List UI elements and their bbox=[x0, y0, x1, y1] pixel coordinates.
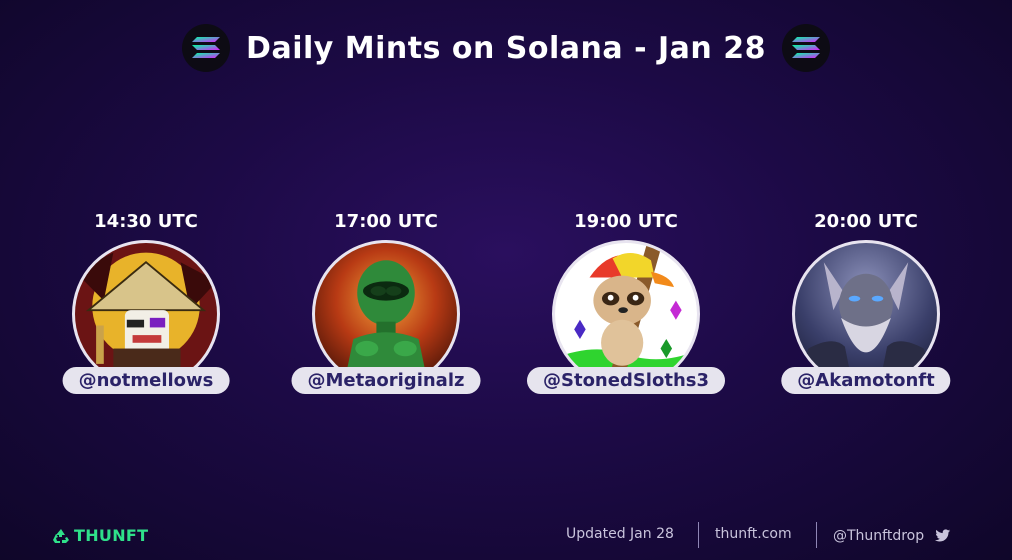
mint-card: 19:00 UTC @StonedSl bbox=[506, 210, 746, 394]
page-title: Daily Mints on Solana - Jan 28 bbox=[246, 30, 766, 66]
mint-time: 14:30 UTC bbox=[94, 211, 198, 232]
creator-handle-link[interactable]: @Akamotonft bbox=[781, 367, 951, 394]
footer-divider bbox=[698, 522, 699, 548]
mint-time: 20:00 UTC bbox=[814, 211, 918, 232]
solana-logo-icon bbox=[182, 24, 231, 72]
site-link[interactable]: thunft.com bbox=[715, 526, 792, 542]
twitter-icon bbox=[934, 529, 950, 542]
samurai-avatar-icon[interactable] bbox=[72, 240, 220, 388]
creator-handle-link[interactable]: @StonedSloths3 bbox=[527, 367, 725, 394]
warrior-avatar-icon[interactable] bbox=[792, 240, 940, 388]
green-alien-avatar-icon[interactable] bbox=[312, 240, 460, 388]
sloth-avatar-icon[interactable] bbox=[552, 240, 700, 388]
brand-logo[interactable]: THUNFT bbox=[52, 526, 148, 545]
mint-schedule: 14:30 UTC @notmellows 17:00 UTC bbox=[0, 210, 1012, 400]
brand-name: THUNFT bbox=[74, 526, 149, 545]
mint-card: 17:00 UTC @Metaoriginalz bbox=[266, 210, 506, 394]
recycle-icon bbox=[53, 528, 69, 543]
footer-divider bbox=[816, 522, 817, 548]
twitter-handle: @Thunftdrop bbox=[833, 528, 925, 544]
mint-time: 19:00 UTC bbox=[574, 211, 678, 232]
header: Daily Mints on Solana - Jan 28 bbox=[0, 22, 1012, 74]
mint-card: 20:00 UTC @Akamotonft bbox=[746, 210, 986, 394]
solana-logo-icon bbox=[781, 24, 830, 72]
twitter-link[interactable]: @Thunftdrop bbox=[833, 528, 951, 544]
mint-card: 14:30 UTC @notmellows bbox=[26, 210, 266, 394]
mint-time: 17:00 UTC bbox=[334, 211, 438, 232]
creator-handle-link[interactable]: @Metaoriginalz bbox=[291, 367, 481, 394]
updated-date: Updated Jan 28 bbox=[566, 526, 674, 542]
creator-handle-link[interactable]: @notmellows bbox=[62, 367, 230, 394]
footer: THUNFT Updated Jan 28 thunft.com @Thunft… bbox=[0, 518, 1012, 552]
